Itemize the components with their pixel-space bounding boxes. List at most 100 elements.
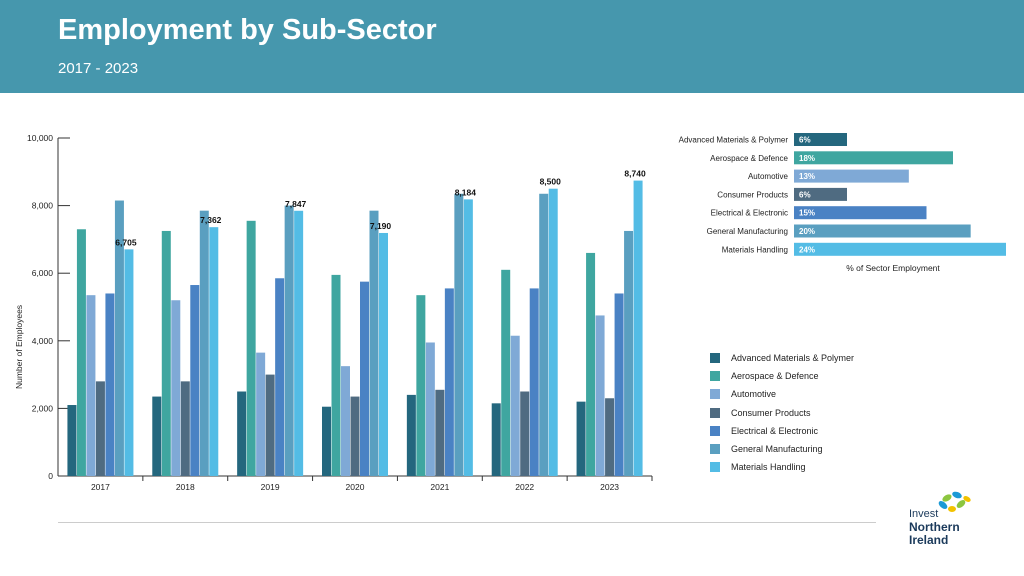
pct-value-label: 15% xyxy=(799,209,815,218)
legend-label: Electrical & Electronic xyxy=(731,425,819,436)
pct-category-label: General Manufacturing xyxy=(707,227,788,236)
pct-category-label: Advanced Materials & Polymer xyxy=(679,136,789,145)
bar-2020-0 xyxy=(322,406,331,476)
y-tick-label: 0 xyxy=(48,471,53,481)
legend-swatch xyxy=(710,353,720,364)
x-tick-label: 2021 xyxy=(430,482,449,492)
pct-bar xyxy=(794,169,909,183)
bar-2021-2 xyxy=(425,342,435,476)
bar-2022-4 xyxy=(529,288,539,476)
bar-2022-5 xyxy=(539,193,549,476)
bar-2020-2 xyxy=(341,366,350,476)
bar-2019-0 xyxy=(237,391,247,476)
legend-swatch xyxy=(710,371,720,382)
bar-2022-3 xyxy=(520,391,530,476)
bar-2023-0 xyxy=(576,401,586,476)
footer-divider xyxy=(58,522,876,523)
pct-bar xyxy=(794,224,971,238)
bar-2021-0 xyxy=(406,394,416,476)
pct-bar xyxy=(794,187,847,201)
legend-swatch xyxy=(710,444,720,455)
data-label: 8,500 xyxy=(540,177,562,187)
pct-category-label: Electrical & Electronic xyxy=(711,209,788,218)
bar-2018-2 xyxy=(171,300,181,476)
bar-2020-3 xyxy=(350,396,360,476)
bar-2018-6 xyxy=(209,227,219,476)
bar-2019-6 xyxy=(294,210,304,476)
legend-item: General Manufacturing xyxy=(710,440,854,458)
legend-label: Aerospace & Defence xyxy=(731,371,819,382)
bar-2023-3 xyxy=(605,398,615,476)
bar-2023-2 xyxy=(595,315,605,476)
y-tick-label: 10,000 xyxy=(27,133,53,143)
y-tick-label: 8,000 xyxy=(32,201,54,211)
bar-2017-2 xyxy=(86,295,96,476)
bar-2023-6 xyxy=(633,180,643,476)
pct-value-label: 18% xyxy=(799,154,815,163)
legend-item: Materials Handling xyxy=(710,458,854,476)
bar-2021-6 xyxy=(463,199,473,476)
bar-2017-1 xyxy=(76,229,86,476)
bar-2019-3 xyxy=(265,374,275,476)
x-tick-label: 2020 xyxy=(346,482,365,492)
legend-label: Advanced Materials & Polymer xyxy=(731,353,855,364)
legend-swatch xyxy=(710,425,720,436)
pct-category-label: Aerospace & Defence xyxy=(710,154,788,163)
bar-2021-3 xyxy=(435,389,445,476)
legend-swatch xyxy=(710,407,720,418)
logo-text-ireland: Ireland xyxy=(909,533,949,547)
legend-item: Aerospace & Defence xyxy=(710,367,854,385)
pct-bar xyxy=(794,133,847,146)
bar-2020-5 xyxy=(369,210,379,477)
bar-2017-6 xyxy=(124,249,134,476)
bar-2018-1 xyxy=(161,230,171,476)
bar-2019-4 xyxy=(275,278,285,476)
bar-2017-4 xyxy=(105,293,115,476)
pct-category-label: Consumer Products xyxy=(717,190,788,199)
bar-2022-2 xyxy=(510,335,520,476)
legend-item: Automotive xyxy=(710,385,854,403)
bar-2020-4 xyxy=(360,281,369,476)
bar-2021-5 xyxy=(454,193,464,476)
header-banner: Employment by Sub-Sector 2017 - 2023 xyxy=(0,0,1024,93)
x-tick-label: 2022 xyxy=(515,482,534,492)
pct-category-label: Materials Handling xyxy=(722,245,788,254)
y-axis-label: Number of Employees xyxy=(14,305,24,389)
bar-2022-1 xyxy=(501,269,511,476)
legend-item: Electrical & Electronic xyxy=(710,422,854,440)
bar-2017-3 xyxy=(95,381,105,476)
page-subtitle: 2017 - 2023 xyxy=(58,60,139,77)
pct-value-label: 6% xyxy=(799,190,811,199)
page-title: Employment by Sub-Sector xyxy=(58,14,437,46)
y-tick-label: 2,000 xyxy=(32,403,54,413)
legend-swatch xyxy=(710,462,720,473)
pct-value-label: 6% xyxy=(799,136,811,145)
bar-2021-4 xyxy=(444,288,454,476)
bar-2018-0 xyxy=(152,396,162,476)
bar-2017-0 xyxy=(67,405,77,476)
bar-2019-1 xyxy=(246,220,256,476)
legend-label: Consumer Products xyxy=(731,407,811,418)
bar-2023-4 xyxy=(614,293,624,476)
bar-2018-4 xyxy=(190,285,200,476)
data-label: 8,740 xyxy=(624,169,646,179)
logo-leaf-icon xyxy=(938,491,971,512)
bar-2022-0 xyxy=(491,403,501,476)
legend-label: Automotive xyxy=(731,389,777,400)
bar-2020-6 xyxy=(379,232,388,476)
pct-bar xyxy=(794,242,1006,256)
pct-value-label: 20% xyxy=(799,227,815,236)
bar-2020-1 xyxy=(331,274,341,476)
legend-label: Materials Handling xyxy=(731,462,806,473)
data-label: 8,184 xyxy=(455,187,477,197)
pct-axis-label: % of Sector Employment xyxy=(846,263,940,273)
legend-item: Advanced Materials & Polymer xyxy=(710,349,854,367)
logo-text-invest: Invest xyxy=(909,508,939,520)
bar-2018-5 xyxy=(199,210,209,477)
bar-2019-5 xyxy=(284,205,294,476)
y-tick-label: 4,000 xyxy=(32,336,54,346)
bar-2018-3 xyxy=(180,381,190,476)
bar-2022-6 xyxy=(548,188,558,476)
